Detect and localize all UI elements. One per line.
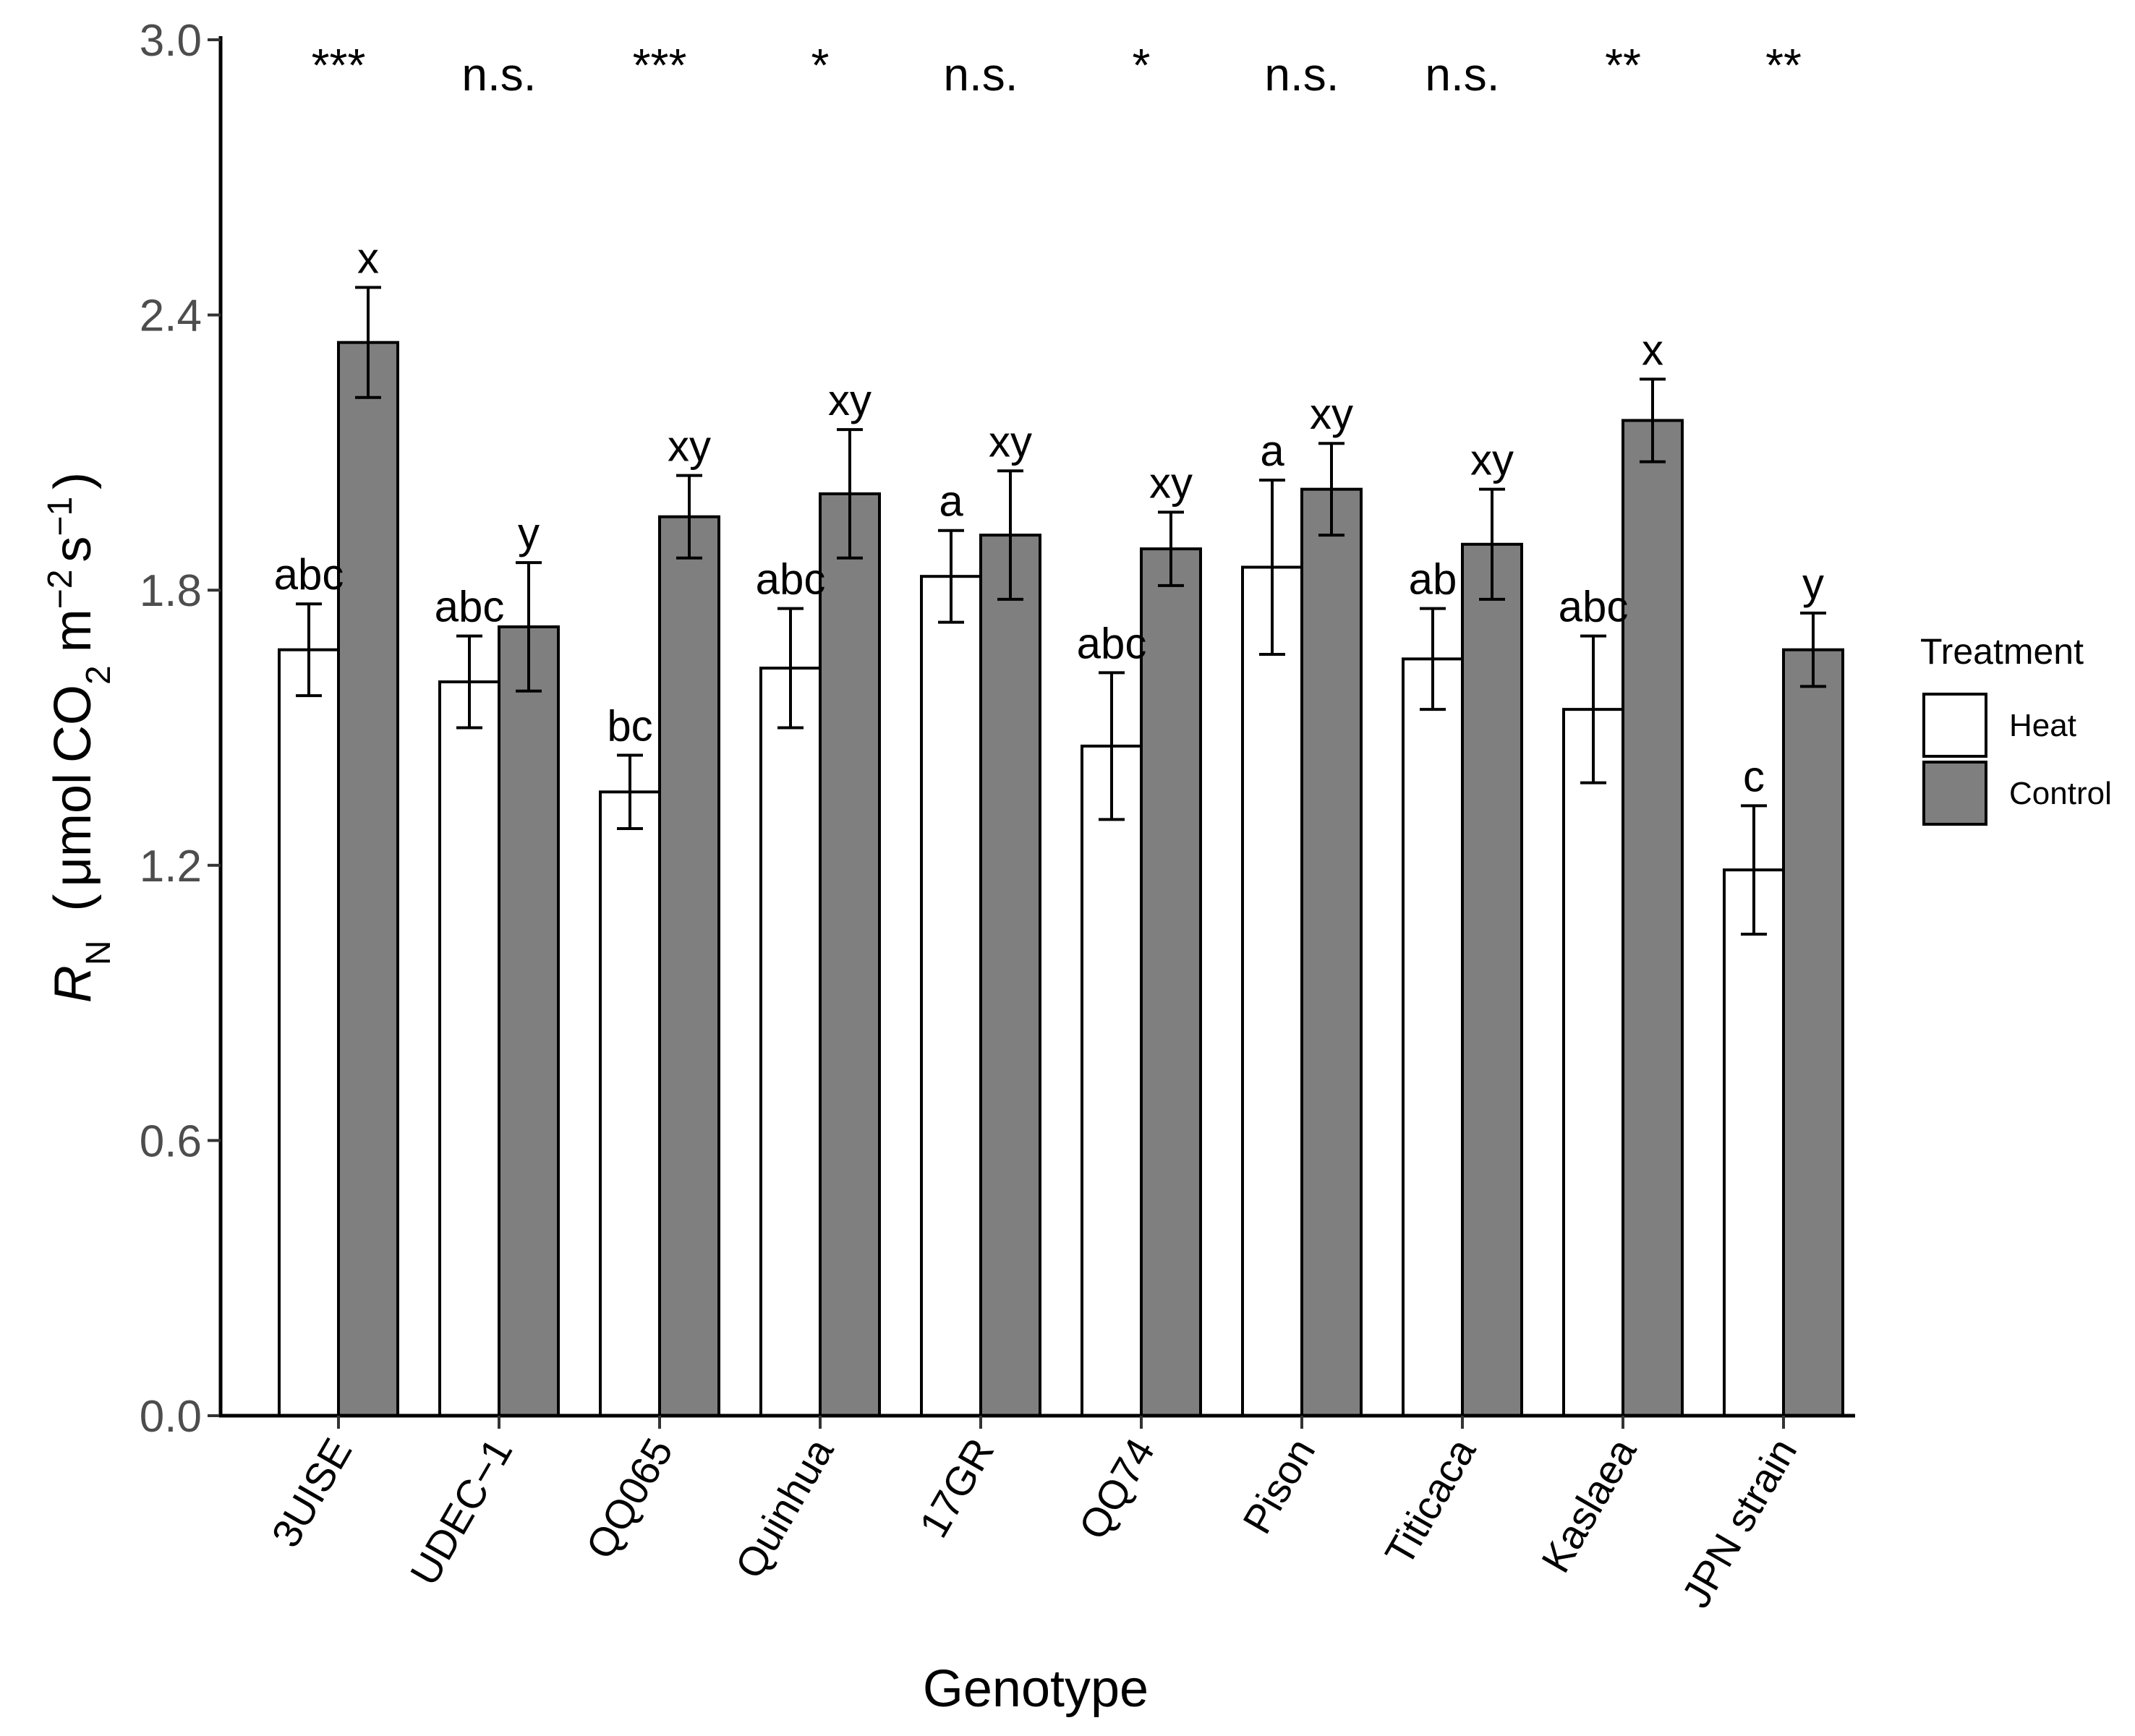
letter-label-heat: bc — [607, 702, 652, 751]
letter-label-heat: ab — [1409, 555, 1457, 604]
x-tick-label: Quinhua — [726, 1430, 843, 1586]
letter-label-heat: abc — [435, 583, 505, 631]
y-axis-open-paren: ( — [44, 894, 102, 911]
y-tick-label: 3.0 — [140, 16, 202, 66]
letter-label-control: x — [1642, 325, 1663, 374]
letter-label-heat: abc — [756, 555, 826, 604]
bar-control — [337, 341, 399, 1417]
letter-label-control: xy — [828, 376, 872, 424]
significance-label: n.s. — [1264, 48, 1339, 101]
y-axis: 0.0 0.6 1.2 1.8 2.4 3.0 — [140, 16, 223, 1442]
bar-heat — [1402, 657, 1464, 1417]
x-tick-label: Titicaca — [1376, 1430, 1484, 1573]
legend-label-control: Control — [2009, 776, 2112, 811]
x-tick-label: Kaslaea — [1533, 1430, 1645, 1580]
significance-label: n.s. — [1425, 48, 1499, 101]
y-axis-unit-mu: μ — [44, 857, 102, 886]
y-axis-unit-co-sub: 2 — [80, 665, 118, 685]
significance-label: ** — [1765, 39, 1802, 91]
legend-label-heat: Heat — [2009, 708, 2076, 743]
legend-title: Treatment — [1920, 631, 2084, 672]
bar-control — [1622, 419, 1684, 1417]
significance-label: * — [811, 39, 830, 91]
bar-control — [819, 492, 881, 1417]
y-axis-unit-m: m — [44, 609, 102, 652]
letter-label-heat: abc — [1077, 619, 1147, 667]
letter-label-control: x — [357, 234, 379, 283]
significance-label: n.s. — [461, 48, 536, 101]
y-axis-symbol: R — [44, 965, 102, 1003]
bar-control — [1140, 547, 1202, 1417]
letter-label-heat: c — [1743, 752, 1765, 800]
y-tick-label: 0.6 — [140, 1116, 202, 1166]
bar-heat — [1723, 868, 1785, 1417]
letter-label-control: xy — [989, 417, 1032, 466]
letter-label-control: xy — [1470, 436, 1514, 484]
y-axis-unit-co: CO — [44, 685, 102, 763]
letter-label-heat: abc — [274, 550, 344, 599]
bar-control — [1300, 487, 1363, 1418]
x-tick-label: 3UISE — [263, 1431, 360, 1555]
x-tick-label: QQ065 — [577, 1431, 682, 1567]
bar-control — [1782, 648, 1844, 1417]
letter-label-heat: abc — [1559, 583, 1629, 631]
legend-key-control — [1922, 761, 1987, 826]
bar-heat — [278, 648, 340, 1417]
bar-control — [498, 625, 560, 1417]
y-tick-label: 1.8 — [140, 566, 202, 616]
legend-key-heat — [1922, 693, 1987, 758]
x-tick-label: 17GR — [911, 1431, 1003, 1545]
y-axis-close-paren: ) — [44, 472, 102, 489]
significance-marks: *** n.s. *** * n.s. * n.s. n.s. ** ** — [312, 39, 1802, 101]
letter-label-control: xy — [1149, 458, 1193, 507]
letter-label-control: y — [518, 509, 540, 557]
bar-heat — [1081, 744, 1143, 1417]
y-tick-label: 0.0 — [140, 1392, 202, 1442]
letter-label-control: xy — [668, 422, 711, 471]
legend: Treatment Heat Control — [1920, 631, 2112, 826]
bar-heat — [1241, 565, 1303, 1418]
bar-heat — [1562, 708, 1624, 1417]
bar-control — [979, 534, 1041, 1418]
x-tick-label: UDEC−1 — [401, 1431, 521, 1593]
bar-control — [1461, 542, 1523, 1417]
significance-label: *** — [312, 39, 366, 91]
letter-label-heat: a — [1260, 427, 1284, 475]
significance-label: n.s. — [943, 48, 1018, 101]
letter-label-control: xy — [1310, 390, 1353, 438]
error-bars — [296, 286, 1826, 936]
bar-heat — [759, 667, 822, 1418]
y-axis-unit-s: s — [44, 536, 102, 563]
letter-label-control: y — [1802, 560, 1824, 608]
bar-heat — [599, 790, 661, 1417]
y-axis-unit-mol: mol — [44, 773, 102, 857]
y-tick-label: 1.2 — [140, 842, 202, 891]
x-tick-label: Pison — [1234, 1431, 1324, 1542]
bar-heat — [920, 575, 982, 1417]
y-axis-symbol-sub: N — [80, 940, 118, 965]
significance-label: * — [1133, 39, 1151, 91]
x-tick-label: JPN strain — [1673, 1431, 1806, 1615]
significance-label: ** — [1605, 39, 1641, 91]
y-axis-unit-s-sup: −1 — [41, 497, 80, 536]
bar-heat — [438, 680, 500, 1417]
y-axis-title: RN ( μmol CO2 m−2 s−1) — [41, 472, 118, 1003]
x-axis: 3UISE UDEC−1 QQ065 Quinhua 17GR QQ74 Pison Titi… — [219, 1414, 1855, 1615]
letter-label-heat: a — [939, 477, 963, 526]
y-axis-unit-m-sup: −2 — [41, 570, 80, 610]
bar-control — [658, 515, 720, 1417]
y-tick-label: 2.4 — [140, 291, 202, 341]
significance-label: *** — [633, 39, 687, 91]
x-tick-label: QQ74 — [1070, 1431, 1163, 1547]
bars — [278, 341, 1844, 1418]
x-axis-title: Genotype — [923, 1660, 1149, 1718]
